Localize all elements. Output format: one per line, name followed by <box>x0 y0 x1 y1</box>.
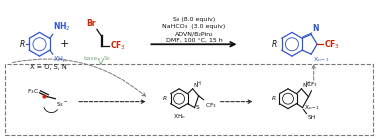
Text: X$_{n-1}$: X$_{n-1}$ <box>313 55 330 64</box>
Text: S$_8$: S$_8$ <box>103 54 111 63</box>
Text: R: R <box>19 40 25 49</box>
Text: XH$_n$: XH$_n$ <box>173 113 186 121</box>
Text: CF$_3$: CF$_3$ <box>204 101 216 110</box>
Text: CF$_3$: CF$_3$ <box>324 38 340 50</box>
Text: X = O, S, N: X = O, S, N <box>29 64 67 70</box>
Text: CF$_3$: CF$_3$ <box>110 40 126 53</box>
Text: N: N <box>312 24 319 33</box>
Text: NaHCO₃  (3.0 equiv): NaHCO₃ (3.0 equiv) <box>162 24 226 29</box>
Text: +: + <box>60 39 69 49</box>
Text: H: H <box>305 81 309 86</box>
Text: N: N <box>302 83 307 88</box>
Text: X$_{n-1}$: X$_{n-1}$ <box>304 103 319 112</box>
Text: Br: Br <box>87 19 96 28</box>
Text: S$_3$$^-$: S$_3$$^-$ <box>56 100 69 109</box>
Text: base: base <box>84 56 98 61</box>
Text: XH$_n$: XH$_n$ <box>53 55 67 65</box>
Text: S₈ (8.0 equiv): S₈ (8.0 equiv) <box>173 18 215 23</box>
Text: R: R <box>272 96 276 101</box>
Text: H: H <box>197 81 200 86</box>
Text: R: R <box>272 40 277 49</box>
Text: SH: SH <box>307 115 316 120</box>
Text: DMF, 100 °C, 15 h: DMF, 100 °C, 15 h <box>166 38 222 43</box>
Text: S: S <box>195 105 199 110</box>
Text: CF$_3$: CF$_3$ <box>305 80 317 89</box>
Text: ADVN/B₂Pin₂: ADVN/B₂Pin₂ <box>175 31 213 36</box>
Text: N: N <box>194 83 198 88</box>
Text: R: R <box>163 96 167 101</box>
Text: F$_3$C: F$_3$C <box>26 87 39 96</box>
Text: NH$_2$: NH$_2$ <box>53 21 70 33</box>
